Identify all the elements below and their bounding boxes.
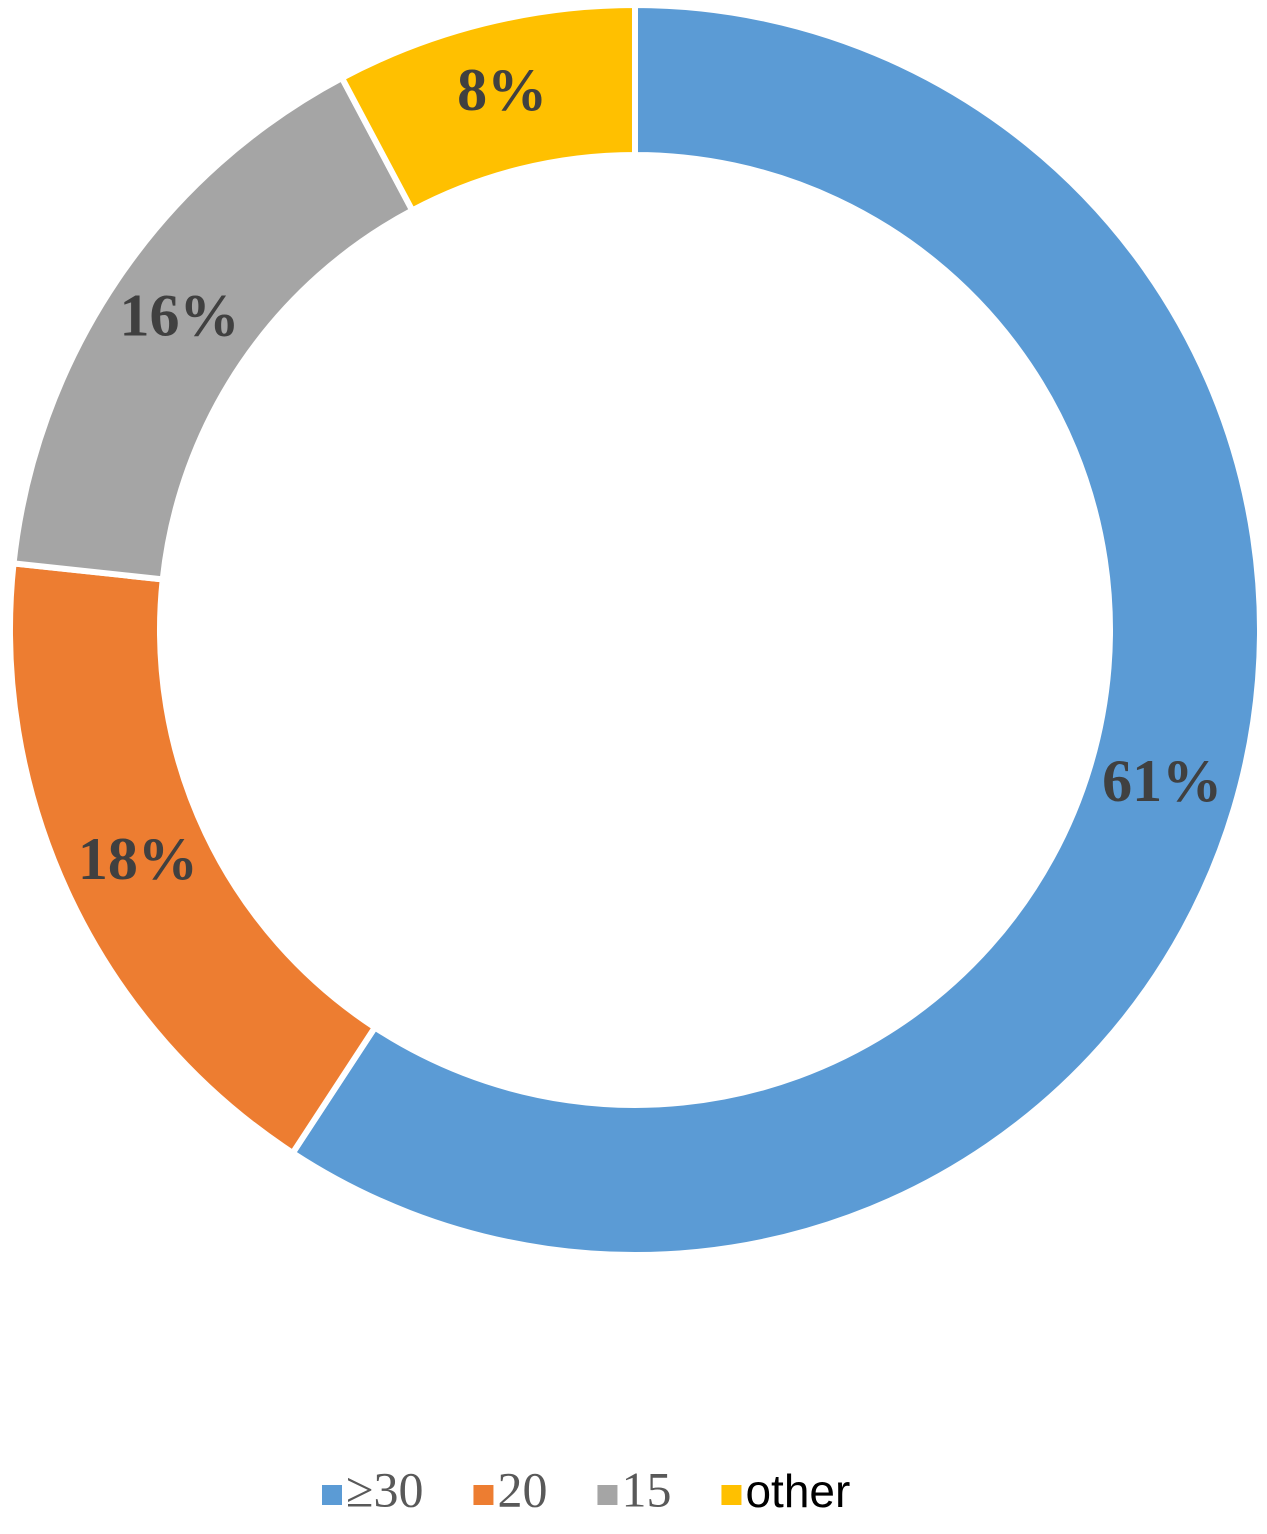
legend-label: other [745,1465,850,1517]
donut-segment [288,1,1263,1258]
value-label: 8% [457,57,547,123]
legend-marker [473,1485,494,1505]
donut-segment [337,1,638,215]
legend-label: ≥30 [346,1461,423,1517]
legend-marker [597,1485,618,1505]
value-label: 16% [119,283,239,349]
value-label: 18% [78,826,198,892]
legend-label: 20 [497,1461,547,1517]
legend-marker [721,1485,742,1505]
legend-label: 15 [621,1461,671,1517]
value-label: 61% [1102,748,1222,814]
legend-marker [322,1485,342,1505]
